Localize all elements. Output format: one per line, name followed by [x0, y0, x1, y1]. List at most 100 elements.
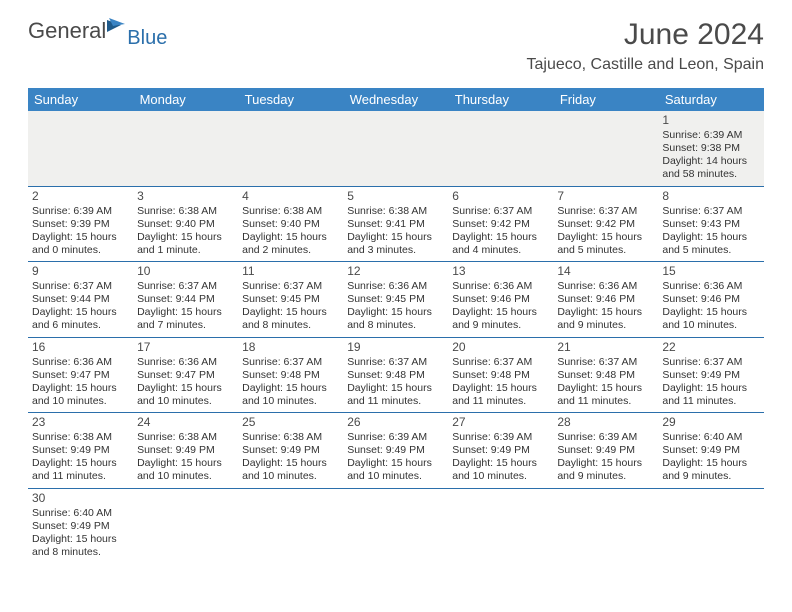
sunset-text: Sunset: 9:44 PM	[137, 293, 234, 306]
daylight-text: Daylight: 15 hours	[557, 306, 654, 319]
daylight-text: Daylight: 15 hours	[452, 382, 549, 395]
calendar-head: SundayMondayTuesdayWednesdayThursdayFrid…	[28, 88, 764, 111]
sunset-text: Sunset: 9:48 PM	[452, 369, 549, 382]
calendar-day-cell: 23Sunrise: 6:38 AMSunset: 9:49 PMDayligh…	[28, 413, 133, 489]
day-number: 10	[137, 264, 234, 279]
sunrise-text: Sunrise: 6:36 AM	[662, 280, 759, 293]
sunset-text: Sunset: 9:49 PM	[347, 444, 444, 457]
sunrise-text: Sunrise: 6:37 AM	[557, 356, 654, 369]
sunset-text: Sunset: 9:47 PM	[137, 369, 234, 382]
sunrise-text: Sunrise: 6:37 AM	[137, 280, 234, 293]
calendar-day-cell: 19Sunrise: 6:37 AMSunset: 9:48 PMDayligh…	[343, 337, 448, 413]
calendar-empty-cell	[343, 488, 448, 563]
daylight-text: Daylight: 15 hours	[662, 231, 759, 244]
sunrise-text: Sunrise: 6:39 AM	[452, 431, 549, 444]
location-text: Tajueco, Castille and Leon, Spain	[527, 56, 765, 74]
sunset-text: Sunset: 9:46 PM	[557, 293, 654, 306]
daylight-text: and 10 minutes.	[137, 470, 234, 483]
daylight-text: Daylight: 15 hours	[452, 231, 549, 244]
calendar-day-cell: 2Sunrise: 6:39 AMSunset: 9:39 PMDaylight…	[28, 186, 133, 262]
daylight-text: Daylight: 15 hours	[242, 457, 339, 470]
daylight-text: Daylight: 15 hours	[137, 457, 234, 470]
calendar-day-cell: 4Sunrise: 6:38 AMSunset: 9:40 PMDaylight…	[238, 186, 343, 262]
sunrise-text: Sunrise: 6:37 AM	[662, 205, 759, 218]
sunrise-text: Sunrise: 6:38 AM	[242, 205, 339, 218]
sunset-text: Sunset: 9:48 PM	[557, 369, 654, 382]
daylight-text: Daylight: 15 hours	[662, 457, 759, 470]
calendar-day-cell: 30Sunrise: 6:40 AMSunset: 9:49 PMDayligh…	[28, 488, 133, 563]
day-number: 12	[347, 264, 444, 279]
day-number: 29	[662, 415, 759, 430]
day-header: Saturday	[658, 88, 763, 111]
sunset-text: Sunset: 9:49 PM	[662, 369, 759, 382]
daylight-text: and 10 minutes.	[137, 395, 234, 408]
day-number: 1	[662, 113, 759, 128]
daylight-text: and 11 minutes.	[32, 470, 129, 483]
sunset-text: Sunset: 9:49 PM	[32, 520, 129, 533]
daylight-text: and 11 minutes.	[557, 395, 654, 408]
sunset-text: Sunset: 9:46 PM	[452, 293, 549, 306]
sunset-text: Sunset: 9:49 PM	[32, 444, 129, 457]
sunrise-text: Sunrise: 6:37 AM	[452, 205, 549, 218]
sunrise-text: Sunrise: 6:37 AM	[347, 356, 444, 369]
sunrise-text: Sunrise: 6:37 AM	[32, 280, 129, 293]
sunrise-text: Sunrise: 6:40 AM	[32, 507, 129, 520]
sunset-text: Sunset: 9:49 PM	[557, 444, 654, 457]
day-number: 8	[662, 189, 759, 204]
daylight-text: Daylight: 15 hours	[242, 231, 339, 244]
daylight-text: Daylight: 15 hours	[137, 382, 234, 395]
calendar-table: SundayMondayTuesdayWednesdayThursdayFrid…	[28, 88, 764, 563]
title-block: June 2024 Tajueco, Castille and Leon, Sp…	[527, 18, 765, 74]
daylight-text: Daylight: 15 hours	[32, 306, 129, 319]
day-number: 16	[32, 340, 129, 355]
sunset-text: Sunset: 9:40 PM	[137, 218, 234, 231]
sunrise-text: Sunrise: 6:38 AM	[137, 431, 234, 444]
sunset-text: Sunset: 9:41 PM	[347, 218, 444, 231]
day-number: 28	[557, 415, 654, 430]
daylight-text: Daylight: 15 hours	[347, 457, 444, 470]
logo: General Blue	[28, 18, 171, 44]
day-number: 25	[242, 415, 339, 430]
day-number: 2	[32, 189, 129, 204]
sunset-text: Sunset: 9:47 PM	[32, 369, 129, 382]
calendar-empty-cell	[448, 488, 553, 563]
sunset-text: Sunset: 9:49 PM	[137, 444, 234, 457]
sunset-text: Sunset: 9:38 PM	[662, 142, 759, 155]
day-number: 27	[452, 415, 549, 430]
calendar-empty-cell	[238, 488, 343, 563]
calendar-day-cell: 9Sunrise: 6:37 AMSunset: 9:44 PMDaylight…	[28, 262, 133, 338]
logo-text-general: General	[28, 18, 106, 44]
sunset-text: Sunset: 9:49 PM	[452, 444, 549, 457]
calendar-day-cell: 17Sunrise: 6:36 AMSunset: 9:47 PMDayligh…	[133, 337, 238, 413]
sunset-text: Sunset: 9:45 PM	[242, 293, 339, 306]
daylight-text: and 11 minutes.	[662, 395, 759, 408]
daylight-text: Daylight: 15 hours	[137, 306, 234, 319]
sunrise-text: Sunrise: 6:37 AM	[557, 205, 654, 218]
page-title: June 2024	[527, 18, 765, 52]
day-number: 30	[32, 491, 129, 506]
daylight-text: and 11 minutes.	[347, 395, 444, 408]
daylight-text: Daylight: 15 hours	[347, 306, 444, 319]
calendar-empty-cell	[133, 488, 238, 563]
calendar-day-cell: 25Sunrise: 6:38 AMSunset: 9:49 PMDayligh…	[238, 413, 343, 489]
calendar-week-row: 1Sunrise: 6:39 AMSunset: 9:38 PMDaylight…	[28, 111, 764, 186]
daylight-text: and 5 minutes.	[557, 244, 654, 257]
calendar-day-cell: 6Sunrise: 6:37 AMSunset: 9:42 PMDaylight…	[448, 186, 553, 262]
daylight-text: and 8 minutes.	[32, 546, 129, 559]
sunset-text: Sunset: 9:49 PM	[242, 444, 339, 457]
sunrise-text: Sunrise: 6:36 AM	[32, 356, 129, 369]
day-header-row: SundayMondayTuesdayWednesdayThursdayFrid…	[28, 88, 764, 111]
calendar-day-cell: 26Sunrise: 6:39 AMSunset: 9:49 PMDayligh…	[343, 413, 448, 489]
calendar-body: 1Sunrise: 6:39 AMSunset: 9:38 PMDaylight…	[28, 111, 764, 563]
sunrise-text: Sunrise: 6:39 AM	[662, 129, 759, 142]
sunset-text: Sunset: 9:43 PM	[662, 218, 759, 231]
daylight-text: Daylight: 15 hours	[557, 382, 654, 395]
day-number: 7	[557, 189, 654, 204]
day-header: Monday	[133, 88, 238, 111]
sunrise-text: Sunrise: 6:39 AM	[557, 431, 654, 444]
day-number: 24	[137, 415, 234, 430]
daylight-text: and 5 minutes.	[662, 244, 759, 257]
sunset-text: Sunset: 9:49 PM	[662, 444, 759, 457]
calendar-empty-cell	[133, 111, 238, 186]
sunrise-text: Sunrise: 6:38 AM	[242, 431, 339, 444]
